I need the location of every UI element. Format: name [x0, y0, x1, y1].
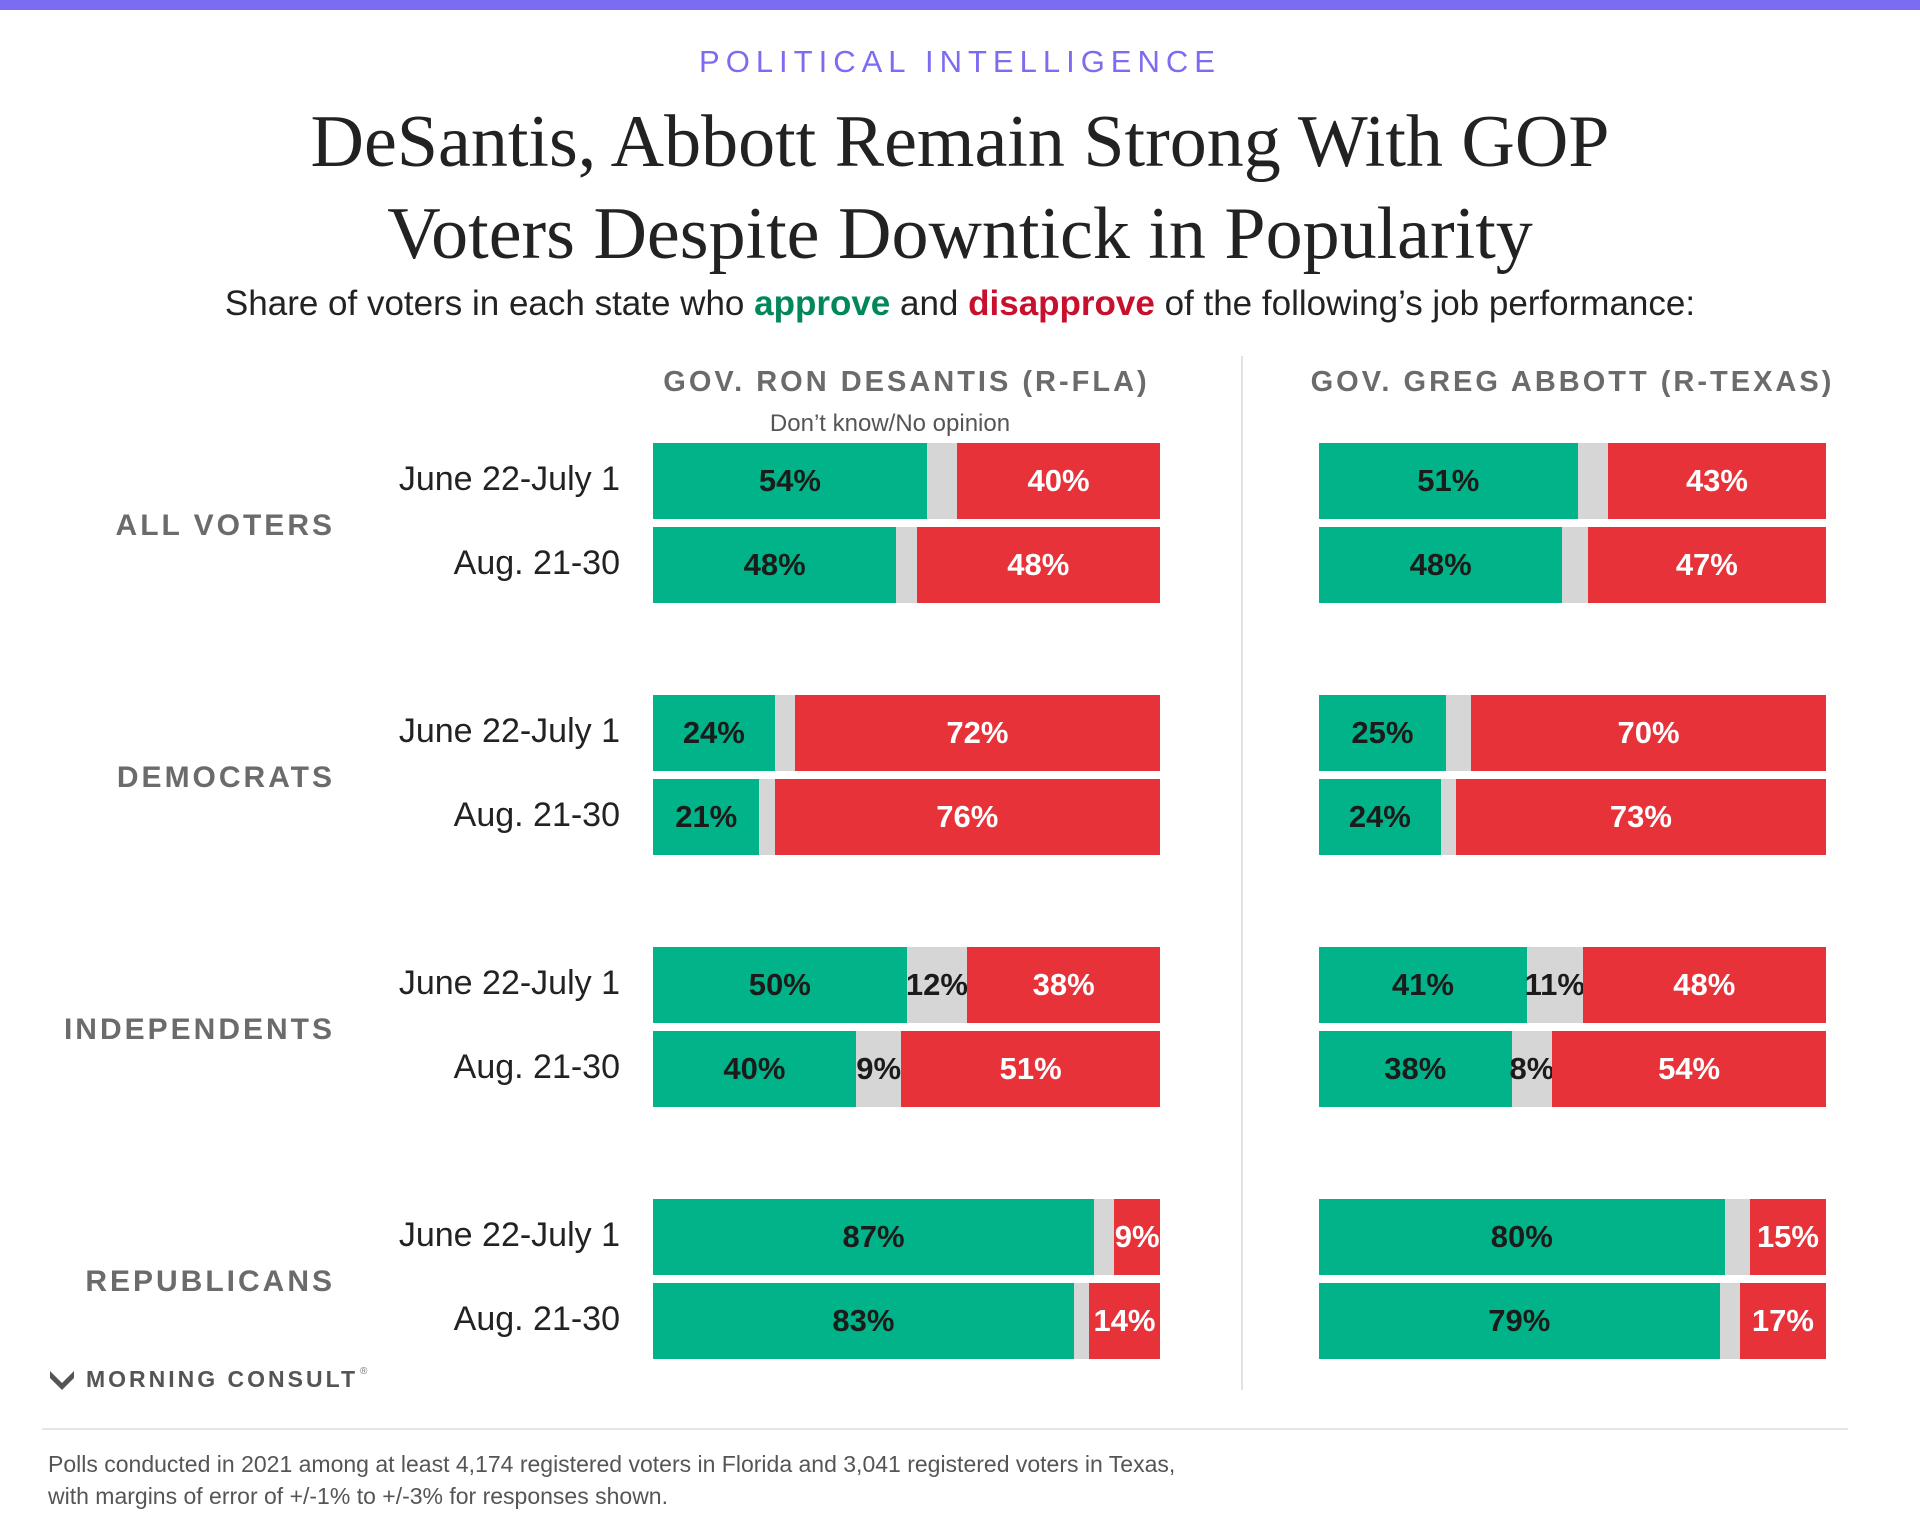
approve-segment: 38%: [1319, 1031, 1512, 1107]
neutral-segment: [1724, 1199, 1750, 1275]
neutral-segment: [926, 443, 958, 519]
approve-segment: 21%: [653, 779, 760, 855]
approve-segment: 79%: [1319, 1283, 1720, 1359]
top-accent-bar: [0, 0, 1920, 10]
bar-desantis-republicans-aug: 83% 14%: [653, 1283, 1160, 1359]
approve-segment: 48%: [653, 527, 897, 603]
disapprove-segment: 72%: [794, 695, 1160, 771]
period-label-aug-21-30: Aug. 21-30: [453, 796, 620, 834]
subtitle-text-after: of the following’s job performance:: [1154, 284, 1696, 323]
group-label-republicans: REPUBLICANS: [85, 1265, 335, 1298]
subtitle-disapprove: disapprove: [968, 284, 1155, 323]
neutral-segment-note: Don’t know/No opinion: [769, 410, 1011, 437]
period-label-june-22-july-1: June 22-July 1: [398, 964, 620, 1002]
disapprove-segment: 15%: [1749, 1199, 1826, 1275]
neutral-segment: 11%: [1525, 947, 1585, 1023]
bar-desantis-all-voters-june: 54% 40%: [653, 443, 1160, 519]
disapprove-segment: 73%: [1455, 779, 1826, 855]
footnote: Polls conducted in 2021 among at least 4…: [48, 1448, 1448, 1512]
approve-segment: 40%: [653, 1031, 856, 1107]
footnote-line-2: with margins of error of +/-1% to +/-3% …: [48, 1483, 668, 1509]
bar-abbott-all-voters-aug: 48% 47%: [1319, 527, 1826, 603]
approve-segment: 54%: [653, 443, 927, 519]
chart-subtitle: Share of voters in each state who approv…: [0, 284, 1920, 324]
subtitle-text-middle: and: [890, 284, 969, 323]
disapprove-segment: 14%: [1089, 1283, 1160, 1359]
brand-trademark: ®: [360, 1366, 368, 1377]
disapprove-segment: 54%: [1552, 1031, 1826, 1107]
bar-abbott-democrats-aug: 24% 73%: [1319, 779, 1826, 855]
group-label-independents: INDEPENDENTS: [63, 1013, 335, 1046]
period-label-june-22-july-1: June 22-July 1: [398, 460, 620, 498]
panel-title-abbott: GOV. GREG ABBOTT (R-TEXAS): [1310, 366, 1835, 398]
approve-segment: 87%: [653, 1199, 1095, 1275]
neutral-segment: [1577, 443, 1608, 519]
bar-abbott-all-voters-june: 51% 43%: [1319, 443, 1826, 519]
approve-segment: 41%: [1319, 947, 1527, 1023]
bar-abbott-republicans-june: 80% 15%: [1319, 1199, 1826, 1275]
bar-desantis-independents-june: 50% 12% 38%: [653, 947, 1160, 1023]
bar-desantis-democrats-june: 24% 72%: [653, 695, 1160, 771]
neutral-segment: [896, 527, 917, 603]
bar-desantis-independents-aug: 40% 9% 51%: [653, 1031, 1160, 1107]
panel-title-desantis: GOV. RON DESANTIS (R-FLA): [663, 366, 1150, 398]
subtitle-text-before: Share of voters in each state who: [224, 284, 755, 323]
group-label-democrats: DEMOCRATS: [116, 761, 335, 794]
neutral-segment: 8%: [1510, 1031, 1554, 1107]
disapprove-segment: 70%: [1471, 695, 1826, 771]
approve-segment: 24%: [1319, 779, 1441, 855]
kicker: POLITICAL INTELLIGENCE: [699, 44, 1221, 79]
brand-name: MORNING CONSULT: [86, 1366, 359, 1392]
period-label-aug-21-30: Aug. 21-30: [453, 1048, 620, 1086]
bar-desantis-republicans-june: 87% 9%: [653, 1199, 1160, 1275]
disapprove-segment: 48%: [916, 527, 1160, 603]
bar-desantis-all-voters-aug: 48% 48%: [653, 527, 1160, 603]
period-label-aug-21-30: Aug. 21-30: [453, 544, 620, 582]
approve-segment: 48%: [1319, 527, 1563, 603]
neutral-segment: [1719, 1283, 1740, 1359]
chart-title: DeSantis, Abbott Remain Strong With GOP …: [160, 96, 1760, 280]
neutral-segment: [1445, 695, 1472, 771]
neutral-segment: 12%: [906, 947, 968, 1023]
disapprove-segment: 48%: [1582, 947, 1826, 1023]
approve-segment: 25%: [1319, 695, 1446, 771]
approve-segment: 24%: [653, 695, 775, 771]
footnote-line-1: Polls conducted in 2021 among at least 4…: [48, 1451, 1176, 1477]
disapprove-segment: 76%: [774, 779, 1160, 855]
bar-abbott-republicans-aug: 79% 17%: [1319, 1283, 1826, 1359]
disapprove-segment: 9%: [1114, 1199, 1160, 1275]
neutral-segment: [1073, 1283, 1089, 1359]
neutral-segment: [1094, 1199, 1115, 1275]
period-label-aug-21-30: Aug. 21-30: [453, 1300, 620, 1338]
disapprove-segment: 40%: [957, 443, 1160, 519]
approve-segment: 51%: [1319, 443, 1578, 519]
morning-consult-logo-icon: [50, 1370, 74, 1390]
bar-abbott-democrats-june: 25% 70%: [1319, 695, 1826, 771]
approve-segment: 83%: [653, 1283, 1074, 1359]
period-label-june-22-july-1: June 22-July 1: [398, 712, 620, 750]
bar-abbott-independents-aug: 38% 8% 54%: [1319, 1031, 1826, 1107]
disapprove-segment: 38%: [967, 947, 1160, 1023]
neutral-segment: [759, 779, 775, 855]
neutral-segment: [1562, 527, 1588, 603]
group-label-all-voters: ALL VOTERS: [115, 509, 335, 542]
disapprove-segment: 47%: [1587, 527, 1826, 603]
approve-segment: 50%: [653, 947, 907, 1023]
subtitle-approve: approve: [754, 284, 891, 323]
title-line-1: DeSantis, Abbott Remain Strong With GOP: [310, 101, 1610, 183]
bar-desantis-democrats-aug: 21% 76%: [653, 779, 1160, 855]
brand: MORNING CONSULT ®: [48, 1366, 367, 1393]
bar-abbott-independents-june: 41% 11% 48%: [1319, 947, 1826, 1023]
neutral-segment: 9%: [855, 1031, 902, 1107]
approve-segment: 80%: [1319, 1199, 1725, 1275]
title-line-2: Voters Despite Downtick in Popularity: [387, 193, 1533, 275]
period-label-june-22-july-1: June 22-July 1: [398, 1216, 620, 1254]
disapprove-segment: 43%: [1607, 443, 1826, 519]
neutral-segment: [774, 695, 795, 771]
neutral-segment: [1440, 779, 1456, 855]
footer-rule: [42, 1428, 1848, 1430]
panel-divider: [1241, 356, 1243, 1390]
disapprove-segment: 17%: [1739, 1283, 1826, 1359]
disapprove-segment: 51%: [901, 1031, 1160, 1107]
